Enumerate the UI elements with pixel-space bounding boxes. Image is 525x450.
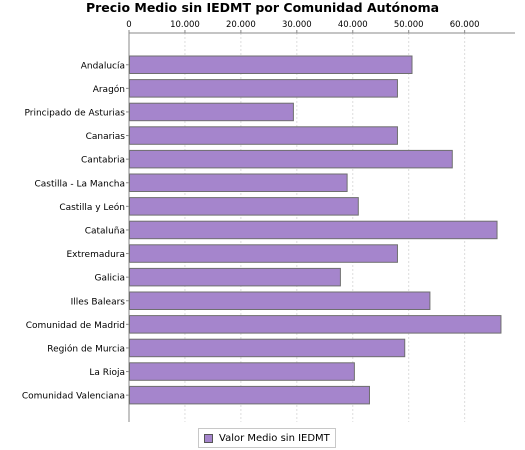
- category-label: Cataluña: [85, 226, 125, 236]
- bars: [129, 55, 502, 405]
- legend: Valor Medio sin IEDMT: [198, 428, 336, 448]
- category-label: Castilla - La Mancha: [34, 179, 125, 189]
- bar: [129, 173, 348, 192]
- tick-label: 30.000: [282, 20, 312, 30]
- bar: [129, 149, 453, 169]
- bar: [129, 244, 398, 263]
- category-labels: Andalucía Aragón Principado de Asturias Can…: [22, 61, 125, 401]
- legend-swatch: [204, 433, 213, 443]
- bar: [129, 362, 355, 381]
- category-label: Comunidad Valenciana: [22, 392, 125, 402]
- category-label: Aragón: [93, 84, 125, 95]
- bar: [129, 79, 398, 98]
- tick-label: 50.000: [394, 20, 424, 30]
- category-label: Extremadura: [67, 250, 126, 260]
- category-label: Illes Balears: [71, 297, 126, 307]
- category-label: Andalucía: [81, 61, 125, 71]
- category-label: Región de Murcia: [47, 343, 125, 354]
- chart-title: Precio Medio sin IEDMT por Comunidad Aut…: [85, 0, 440, 15]
- tick-label: 60.000: [450, 20, 480, 30]
- category-label: La Rioja: [89, 368, 125, 378]
- bar: [129, 385, 370, 405]
- tick-label: 0: [126, 20, 131, 30]
- bar: [129, 102, 294, 122]
- tick-label: 20.000: [226, 20, 256, 30]
- bar: [129, 291, 431, 310]
- tick-label: 10.000: [170, 20, 200, 30]
- category-label: Canarias: [86, 132, 126, 142]
- bar: [129, 338, 406, 358]
- bar: [129, 197, 359, 216]
- legend-label: Valor Medio sin IEDMT: [219, 432, 330, 444]
- category-label: Galicia: [95, 274, 125, 284]
- tick-label: 40.000: [338, 20, 368, 30]
- bar: [129, 55, 413, 74]
- category-label: Cantabria: [81, 156, 125, 166]
- category-label: Principado de Asturias: [24, 108, 125, 118]
- category-label: Castilla y León: [59, 202, 125, 213]
- bar: [129, 126, 398, 145]
- bar: [129, 267, 341, 287]
- bar: [129, 220, 498, 240]
- bar: [129, 315, 502, 334]
- category-label: Comunidad de Madrid: [26, 321, 125, 331]
